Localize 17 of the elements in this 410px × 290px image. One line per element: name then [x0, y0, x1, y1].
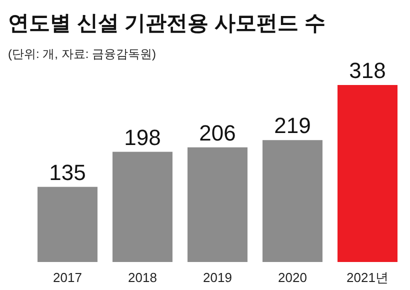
x-tick-label: 2021년 — [346, 270, 388, 285]
x-tick-label: 2018 — [128, 270, 157, 285]
chart-subtitle: (단위: 개, 자료: 금융감독원) — [8, 47, 156, 61]
x-tick-label: 2020 — [278, 270, 307, 285]
bar — [38, 186, 98, 262]
bar — [188, 147, 248, 262]
data-label: 198 — [124, 124, 161, 150]
x-tick-label: 2017 — [53, 270, 82, 285]
data-label: 219 — [274, 113, 311, 138]
chart-title: 연도별 신설 기관전용 사모펀드 수 — [8, 12, 326, 35]
data-label: 318 — [349, 58, 386, 83]
bar — [112, 152, 172, 262]
bar — [262, 140, 322, 262]
data-label: 135 — [49, 160, 86, 185]
data-label: 206 — [199, 120, 236, 146]
x-tick-label: 2019 — [203, 270, 232, 285]
bar — [338, 85, 398, 262]
